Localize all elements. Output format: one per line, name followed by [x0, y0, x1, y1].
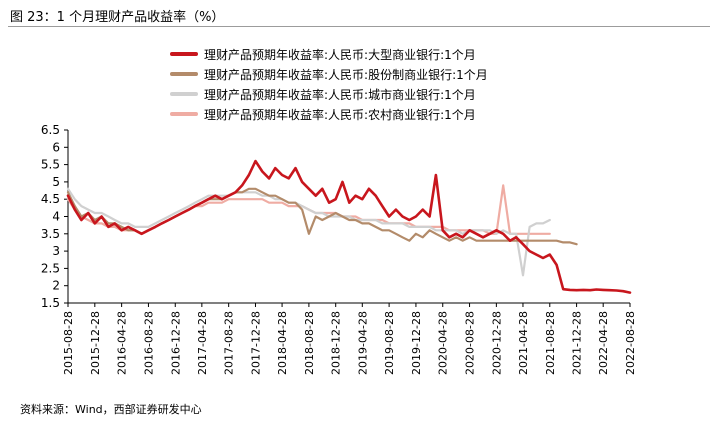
- y-tick-label: 5.5: [41, 158, 60, 172]
- series-line-joint-stock-bank: [66, 187, 578, 246]
- y-tick-label: 6: [52, 140, 60, 154]
- legend-swatch-city-bank: [170, 92, 198, 96]
- legend-swatch-large-bank: [170, 52, 198, 56]
- x-tick-label: 2016-12-28: [169, 311, 182, 375]
- title-divider: [8, 26, 710, 27]
- legend-item-large-bank: 理财产品预期年收益率:人民币:大型商业银行:1个月: [170, 46, 476, 62]
- x-tick-label: 2016-04-28: [116, 311, 129, 375]
- y-tick-label: 2: [52, 279, 60, 293]
- x-tick-label: 2021-12-28: [571, 311, 584, 375]
- x-tick-label: 2019-12-28: [410, 311, 423, 375]
- x-tick-label: 2020-04-28: [437, 311, 450, 375]
- x-tick-label: 2018-08-28: [303, 311, 316, 375]
- legend-item-rural-bank: 理财产品预期年收益率:人民币:农村商业银行:1个月: [170, 106, 476, 122]
- legend-label-large-bank: 理财产品预期年收益率:人民币:大型商业银行:1个月: [204, 47, 476, 62]
- legend-item-city-bank: 理财产品预期年收益率:人民币:城市商业银行:1个月: [170, 86, 476, 102]
- x-tick-label: 2017-12-28: [249, 311, 262, 375]
- x-tick-label: 2017-08-28: [223, 311, 236, 375]
- x-tick-label: 2017-04-28: [196, 311, 209, 375]
- legend-label-rural-bank: 理财产品预期年收益率:人民币:农村商业银行:1个月: [204, 107, 476, 122]
- x-tick-label: 2022-04-28: [597, 311, 610, 375]
- y-tick-label: 4.5: [41, 192, 60, 206]
- y-tick-label: 1.5: [41, 296, 60, 310]
- legend-swatch-rural-bank: [170, 112, 198, 116]
- legend-label-joint-stock-bank: 理财产品预期年收益率:人民币:股份制商业银行:1个月: [204, 67, 488, 82]
- y-tick-label: 3: [52, 244, 60, 258]
- chart-title: 图 23：1 个月理财产品收益率（%）: [10, 10, 225, 25]
- y-tick-label: 4: [52, 210, 60, 224]
- y-tick-label: 6.5: [41, 123, 60, 137]
- x-tick-label: 2018-04-28: [276, 311, 289, 375]
- x-tick-label: 2015-12-28: [89, 311, 102, 375]
- x-tick-label: 2018-12-28: [330, 311, 343, 375]
- y-tick-label: 2.5: [41, 261, 60, 275]
- source-note: 资料来源：Wind，西部证券研发中心: [20, 403, 202, 416]
- x-tick-label: 2015-08-28: [62, 311, 75, 375]
- y-tick-label: 3.5: [41, 227, 60, 241]
- legend-item-joint-stock-bank: 理财产品预期年收益率:人民币:股份制商业银行:1个月: [170, 66, 488, 82]
- series-line-large-bank: [66, 159, 632, 294]
- x-tick-label: 2020-08-28: [464, 311, 477, 375]
- x-tick-label: 2016-08-28: [142, 311, 155, 375]
- x-tick-label: 2021-08-28: [544, 311, 557, 375]
- x-tick-label: 2020-12-28: [490, 311, 503, 375]
- y-tick-label: 5: [52, 175, 60, 189]
- x-tick-label: 2021-04-28: [517, 311, 530, 375]
- x-tick-label: 2019-08-28: [383, 311, 396, 375]
- x-tick-label: 2019-04-28: [356, 311, 369, 375]
- x-tick-label: 2022-08-28: [624, 311, 637, 375]
- legend-label-city-bank: 理财产品预期年收益率:人民币:城市商业银行:1个月: [204, 87, 476, 102]
- legend-swatch-joint-stock-bank: [170, 72, 198, 76]
